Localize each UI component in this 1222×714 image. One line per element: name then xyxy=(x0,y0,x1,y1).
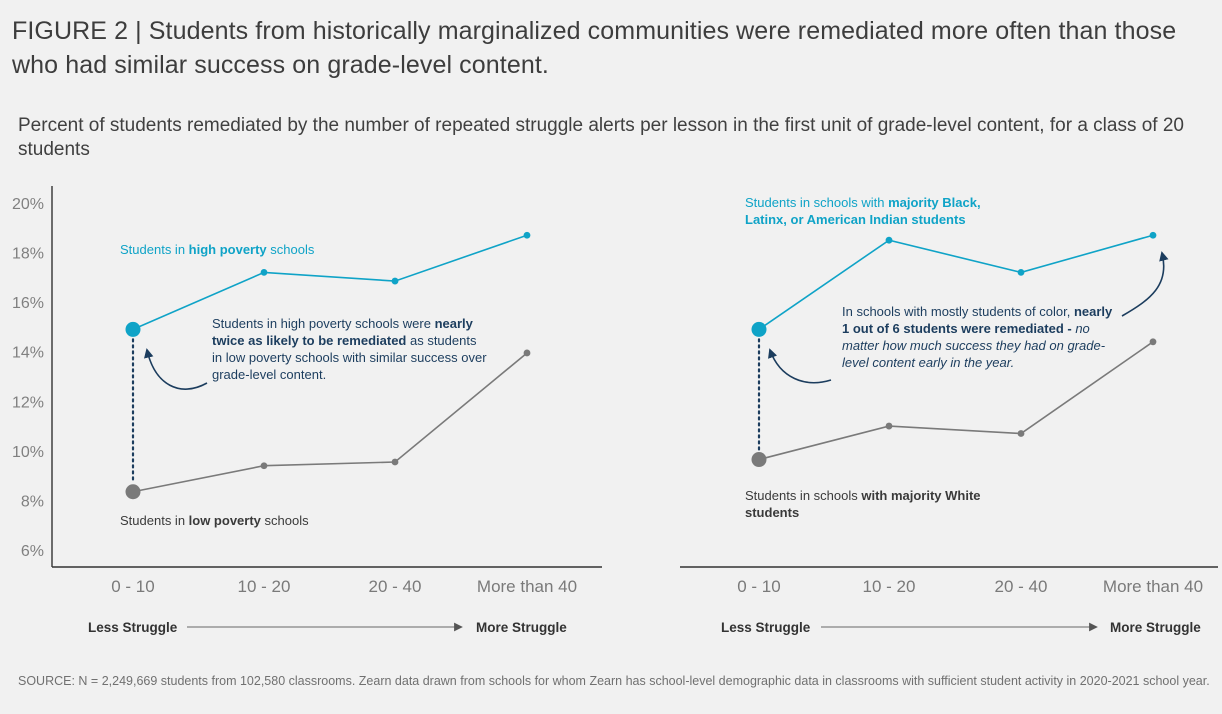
annotation-line-2-part: matter how much success they had on grad… xyxy=(842,338,1106,353)
annotation-line-2: 1 out of 6 students were remediated - no xyxy=(842,321,1090,336)
x-tick-label: 10 - 20 xyxy=(863,577,916,596)
high-poverty-label: Students in high poverty schools xyxy=(120,242,315,257)
low-poverty-label-part: Students in xyxy=(120,513,189,528)
annotation-line-1-part: as students xyxy=(406,333,477,348)
annotation-line-2: level content early in the year. xyxy=(842,355,1014,370)
high-poverty-label-part: high poverty xyxy=(189,242,268,257)
data-point xyxy=(125,321,141,337)
series-line xyxy=(132,234,528,331)
less-struggle-label: Less Struggle xyxy=(721,620,811,635)
low-poverty-label: Students in low poverty schools xyxy=(120,513,309,528)
annotation-line-1-part: nearly xyxy=(435,316,474,331)
annotation-line-2-part: no xyxy=(1075,321,1089,336)
annotation-line-2: matter how much success they had on grad… xyxy=(842,338,1106,353)
majority-white-label: students xyxy=(745,505,799,520)
figure-subtitle: Percent of students remediated by the nu… xyxy=(18,115,1184,160)
high-poverty-label-part: schools xyxy=(267,242,315,257)
annotation-line-2-part: 1 out of 6 students were remediated - xyxy=(842,321,1075,336)
annotation-line-1-part: twice as likely to be remediated xyxy=(212,333,406,348)
annotation-arrow xyxy=(144,348,208,390)
data-point xyxy=(751,321,767,337)
more-struggle-label: More Struggle xyxy=(1110,620,1201,635)
annotation-line-1: in low poverty schools with similar succ… xyxy=(212,350,487,365)
source-note: SOURCE: N = 2,249,669 students from 102,… xyxy=(18,674,1210,688)
annotation-line-1: grade-level content. xyxy=(212,367,326,382)
x-tick-label: 20 - 40 xyxy=(369,577,422,596)
x-tick-label: 10 - 20 xyxy=(238,577,291,596)
x-tick-label: 0 - 10 xyxy=(737,577,780,596)
annotation-line-2-part: level content early in the year. xyxy=(842,355,1014,370)
annotation-line-2-part: In schools with mostly students of color… xyxy=(842,304,1074,319)
series-line xyxy=(132,352,528,493)
majority-white-label-part: Students in schools xyxy=(745,488,861,503)
x-tick-label: More than 40 xyxy=(477,577,577,596)
annotation-arrow xyxy=(768,348,832,384)
data-point xyxy=(523,231,531,239)
majority-bipoc-label: Students in schools with majority Black, xyxy=(745,195,981,210)
majority-white-label: Students in schools with majority White xyxy=(745,488,981,503)
data-point xyxy=(391,458,399,466)
data-point xyxy=(523,349,531,357)
low-poverty-label-part: schools xyxy=(261,513,309,528)
data-point xyxy=(885,422,893,430)
x-tick-label: 20 - 40 xyxy=(995,577,1048,596)
y-tick-label: 18% xyxy=(12,246,44,263)
annotation-line-1: Students in high poverty schools were ne… xyxy=(212,316,474,331)
majority-bipoc-label-part: Latinx, or American Indian students xyxy=(745,212,966,227)
figure-title: FIGURE 2 | Students from historically ma… xyxy=(12,17,1177,79)
y-tick-label: 16% xyxy=(12,295,44,312)
majority-bipoc-label: Latinx, or American Indian students xyxy=(745,212,966,227)
majority-bipoc-label-part: Students in schools with xyxy=(745,195,888,210)
series-line xyxy=(758,234,1154,331)
data-point xyxy=(260,462,268,470)
data-point xyxy=(1149,231,1157,239)
y-tick-label: 8% xyxy=(21,493,44,510)
annotation-line-1-part: Students in high poverty schools were xyxy=(212,316,435,331)
annotation-line-1-part: in low poverty schools with similar succ… xyxy=(212,350,487,365)
data-point xyxy=(1017,269,1025,276)
majority-bipoc-label-part: majority Black, xyxy=(888,195,981,210)
y-tick-label: 14% xyxy=(12,345,44,362)
x-tick-label: More than 40 xyxy=(1103,577,1203,596)
majority-white-label-part: with majority White xyxy=(860,488,980,503)
data-point xyxy=(751,452,767,468)
y-tick-label: 12% xyxy=(12,394,44,411)
y-tick-label: 6% xyxy=(21,543,44,560)
y-tick-label: 20% xyxy=(12,196,44,213)
annotation-line-1-part: grade-level content. xyxy=(212,367,326,382)
data-point xyxy=(391,277,399,285)
more-struggle-label: More Struggle xyxy=(476,620,567,635)
data-point xyxy=(1017,430,1025,437)
data-point xyxy=(260,269,268,276)
high-poverty-label-part: Students in xyxy=(120,242,189,257)
series-line xyxy=(758,341,1154,461)
annotation-line-2-part: nearly xyxy=(1074,304,1113,319)
data-point xyxy=(1149,338,1157,346)
x-tick-label: 0 - 10 xyxy=(111,577,154,596)
annotation-line-1: twice as likely to be remediated as stud… xyxy=(212,333,477,348)
data-point xyxy=(125,484,141,500)
low-poverty-label-part: low poverty xyxy=(189,513,262,528)
annotation-arrow xyxy=(1121,251,1169,317)
less-struggle-label: Less Struggle xyxy=(88,620,178,635)
majority-white-label-part: students xyxy=(745,505,799,520)
y-tick-label: 10% xyxy=(12,444,44,461)
annotation-line-2: In schools with mostly students of color… xyxy=(842,304,1113,319)
data-point xyxy=(885,236,893,244)
